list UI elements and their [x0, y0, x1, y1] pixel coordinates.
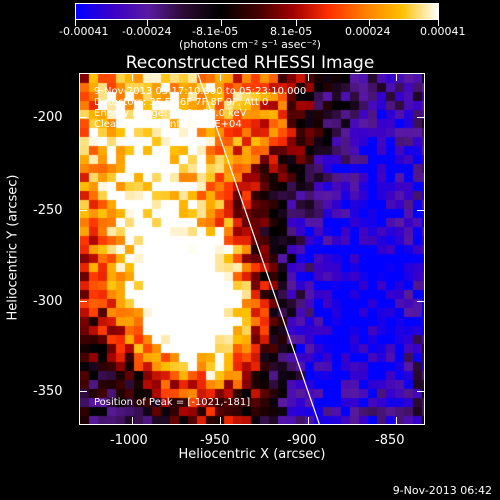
axis-tick: [417, 210, 425, 211]
solar-limb-line: [197, 74, 320, 424]
axis-tick: [132, 417, 133, 425]
colorbar-tick-label: -0.00041: [59, 25, 109, 38]
colorbar-tick: [438, 20, 439, 26]
axis-tick: [79, 210, 87, 211]
y-tick-label: -200: [33, 110, 63, 125]
axis-tick: [308, 417, 309, 425]
colorbar-units: (photons cm⁻² s⁻¹ asec⁻²): [179, 38, 321, 51]
colorbar-tick-label: 0.00024: [345, 25, 391, 38]
x-tick-label: -1000: [110, 433, 148, 448]
axis-tick: [220, 73, 221, 81]
time-range-text: 9-Nov-2013 05:17:10.000 to 05:23:10.000: [94, 86, 307, 97]
energy-range-text: Energy Range: 12.0 - 25.0 keV: [94, 108, 247, 119]
axis-tick: [396, 417, 397, 425]
colorbar-tick: [296, 20, 297, 26]
y-tick-label: -350: [33, 384, 63, 399]
y-axis-label: Heliocentric Y (arcsec): [5, 174, 21, 321]
axis-tick: [308, 73, 309, 81]
axis-tick: [132, 73, 133, 81]
peak-position-text: Position of Peak = [-1021,-181]: [94, 397, 251, 408]
y-tick-label: -250: [33, 203, 63, 218]
colorbar-tick-label: 0.00041: [420, 25, 466, 38]
x-tick-label: -900: [287, 433, 317, 448]
colorbar-tick-label: 8.1e-05: [270, 25, 313, 38]
x-tick-label: -850: [375, 433, 405, 448]
image-title: Reconstructed RHESSI Image: [125, 53, 375, 73]
axis-tick: [417, 301, 425, 302]
colorbar-tick: [147, 20, 148, 26]
colorbar-tick: [75, 20, 76, 26]
y-tick-label: -300: [33, 294, 63, 309]
colorbar-tick-label: -0.00024: [122, 25, 172, 38]
colorbar-tick-label: -8.1e-05: [192, 25, 239, 38]
clean-text: Clean Total counts: 1.85E+04: [94, 119, 242, 130]
colorbar: [75, 3, 439, 20]
x-tick-label: -950: [200, 433, 230, 448]
detectors-text: Detectors: 3F 5F 6F 7F 8F 9F, Att 0: [94, 97, 269, 108]
axis-tick: [79, 301, 87, 302]
image-info: 9-Nov-2013 05:17:10.000 to 05:23:10.000 …: [94, 86, 306, 130]
axis-tick: [417, 117, 425, 118]
axis-tick: [79, 391, 87, 392]
x-axis-label: Heliocentric X (arcsec): [178, 447, 326, 462]
plot-timestamp: 9-Nov-2013 06:42: [392, 484, 492, 497]
axis-tick: [396, 73, 397, 81]
axis-tick: [79, 117, 87, 118]
colorbar-tick: [221, 20, 222, 26]
image-plot: 9-Nov-2013 05:17:10.000 to 05:23:10.000 …: [79, 73, 425, 425]
axis-tick: [220, 417, 221, 425]
reconstructed-image-heatmap: [80, 74, 424, 424]
solar-limb-overlay: [197, 74, 320, 424]
axis-tick: [417, 391, 425, 392]
colorbar-tick: [369, 20, 370, 26]
